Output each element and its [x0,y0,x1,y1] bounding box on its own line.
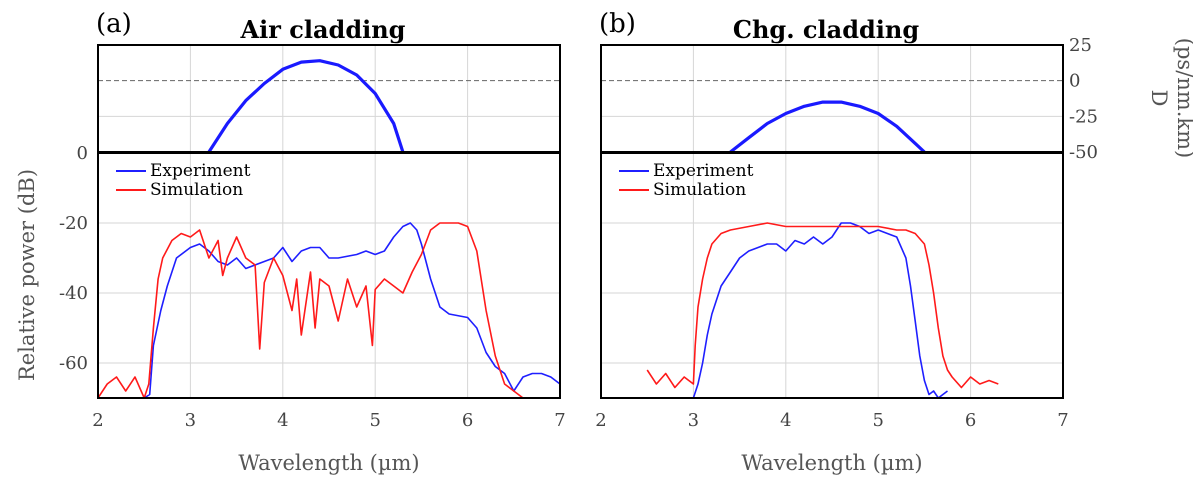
series-line-experiment [98,222,560,398]
panel-letter: (a) [96,9,132,39]
d-tick-label: 0 [1069,71,1080,92]
x-axis-title: Wavelength (µm) [238,451,419,475]
panel-title: Air cladding [240,15,406,44]
d-axis-title-symbol: D [1147,90,1171,107]
spectrum-frame [97,152,561,399]
dispersion-curve [729,100,926,152]
x-tick-label: 3 [185,410,196,431]
d-tick-label: 25 [1069,35,1092,56]
x-tick-label: 7 [1057,410,1068,431]
spectrum-frame [600,152,1064,399]
d-axis-title-units: (ps/nm.km) [1173,38,1193,158]
x-tick-label: 5 [872,410,883,431]
x-tick-label: 5 [369,410,380,431]
power-axis-title: Relative power (dB) [15,169,39,381]
panel-a: (a) Air cladding 2 3 4 5 6 7 Wavelength (µm) Expe… [59,9,566,475]
legend-label: Experiment [653,161,754,181]
y-tick-label: -40 [59,283,88,304]
series-line-simulation [98,222,560,398]
y-tick-label: -60 [59,353,88,374]
dispersion-axis: D (ps/nm.km) [1147,38,1193,158]
x-tick-label: 7 [554,410,565,431]
dispersion-frame [97,44,561,153]
series-line-experiment [692,222,948,398]
y-axis-title: Relative power (dB) [15,169,39,381]
y-tick-label: -20 [59,213,88,234]
x-tick-label: 4 [780,410,791,431]
legend-label: Simulation [150,180,243,200]
panel-b: (b) Chg. cladding 2 3 4 5 6 7 Wavelength (µm) Exp… [595,9,1098,475]
panel-title: Chg. cladding [733,15,919,44]
y-tick-label: 0 [77,143,88,164]
x-tick-label: 2 [92,410,103,431]
d-tick-label: -25 [1069,106,1098,127]
x-tick-label: 2 [595,410,606,431]
x-tick-label: 6 [462,410,473,431]
panel-letter: (b) [599,9,636,39]
series-line-simulation [646,222,999,389]
x-axis-title: Wavelength (µm) [741,451,922,475]
dispersion-curve [207,59,405,152]
x-tick-label: 3 [688,410,699,431]
x-tick-label: 6 [965,410,976,431]
legend-label: Simulation [653,180,746,200]
legend-label: Experiment [150,161,251,181]
dispersion-frame [600,44,1064,153]
d-tick-label: -50 [1069,142,1098,163]
x-tick-label: 4 [277,410,288,431]
